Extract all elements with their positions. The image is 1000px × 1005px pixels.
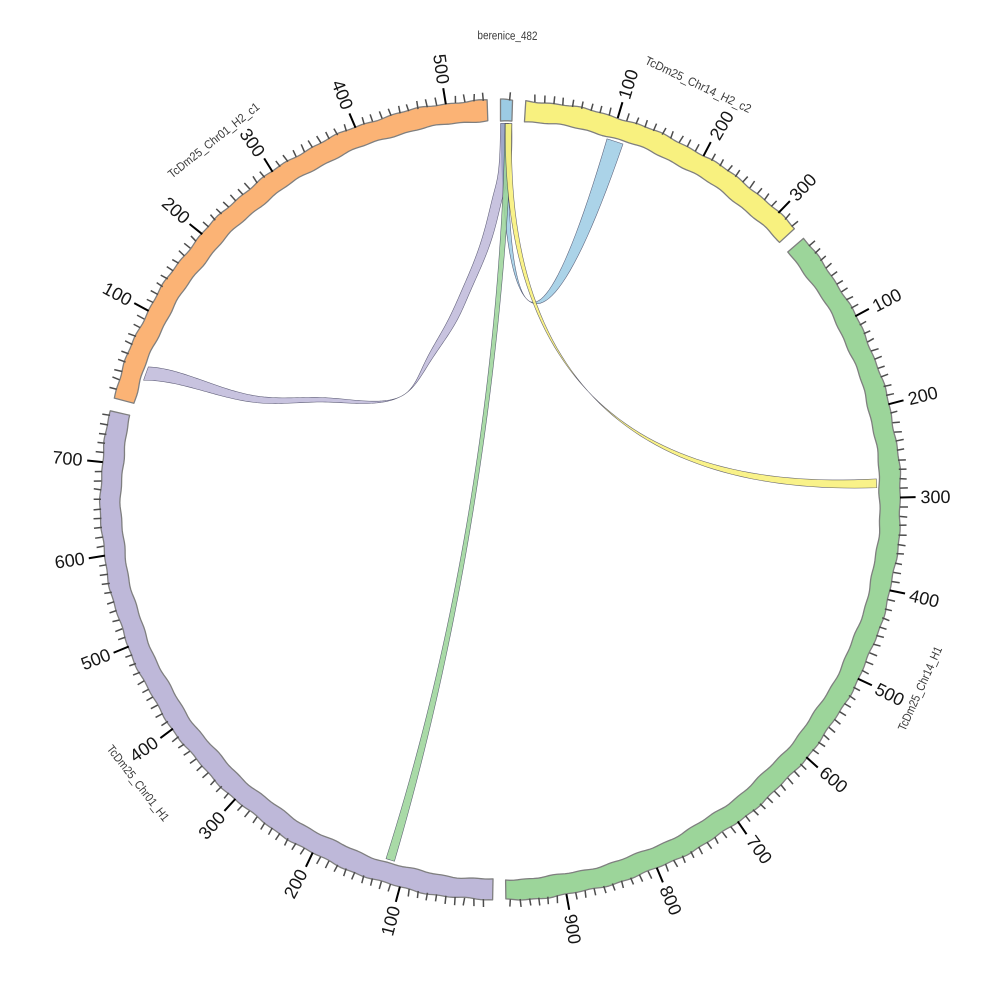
svg-text:300: 300 (920, 487, 950, 507)
svg-text:600: 600 (53, 549, 86, 573)
svg-text:500: 500 (429, 53, 453, 85)
svg-text:700: 700 (52, 447, 84, 470)
svg-text:berenice_482: berenice_482 (477, 28, 537, 43)
